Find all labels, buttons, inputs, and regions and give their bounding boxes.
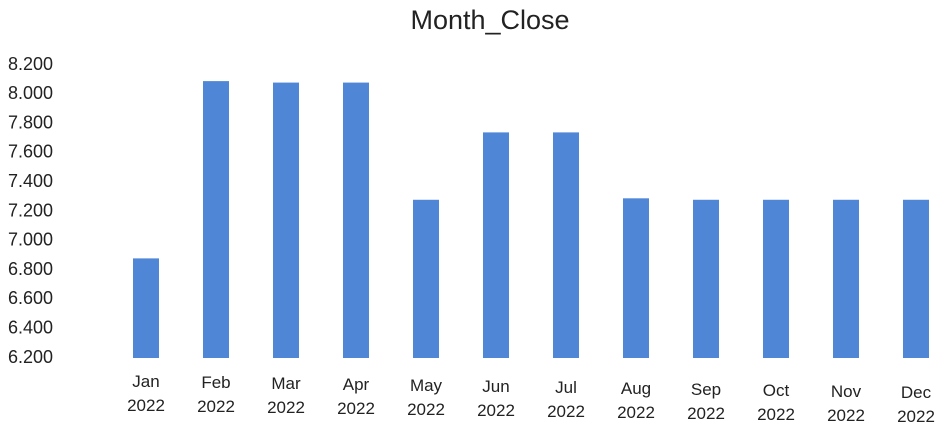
bar [483,132,509,358]
x-tick-label: Dec 2022 [897,383,935,426]
x-tick-label: Mar 2022 [267,374,305,417]
y-tick-label: 7.600 [8,142,53,162]
y-tick-label: 7.200 [8,200,53,220]
x-tick-label: Apr 2022 [337,375,375,418]
x-tick-label: Jan 2022 [127,372,165,415]
y-tick-label: 6.800 [8,259,53,279]
x-tick-label: Feb 2022 [197,373,235,416]
bar [903,199,929,358]
x-tick-label: Oct 2022 [757,381,795,424]
bar [623,198,649,358]
bar [693,199,719,358]
y-tick-label: 7.800 [8,112,53,132]
bar [343,82,369,358]
bar [203,81,229,359]
bar [553,132,579,358]
x-tick-label: Aug 2022 [617,379,655,422]
chart-title: Month_Close [410,5,569,35]
x-tick-label: Sep 2022 [687,380,725,423]
y-tick-label: 6.400 [8,317,53,337]
y-tick-label: 7.400 [8,171,53,191]
x-tick-label: May 2022 [407,376,445,419]
bar [833,199,859,358]
x-tick-label: Nov 2022 [827,382,865,425]
bar [413,199,439,358]
y-tick-label: 6.200 [8,347,53,367]
y-tick-label: 8.000 [8,83,53,103]
bar [273,82,299,358]
x-tick-label: Jul 2022 [547,378,585,421]
y-tick-label: 7.000 [8,230,53,250]
y-tick-label: 8.200 [8,54,53,74]
x-tick-label: Jun 2022 [477,377,515,420]
y-tick-label: 6.600 [8,288,53,308]
bar [133,258,159,358]
bar [763,199,789,358]
